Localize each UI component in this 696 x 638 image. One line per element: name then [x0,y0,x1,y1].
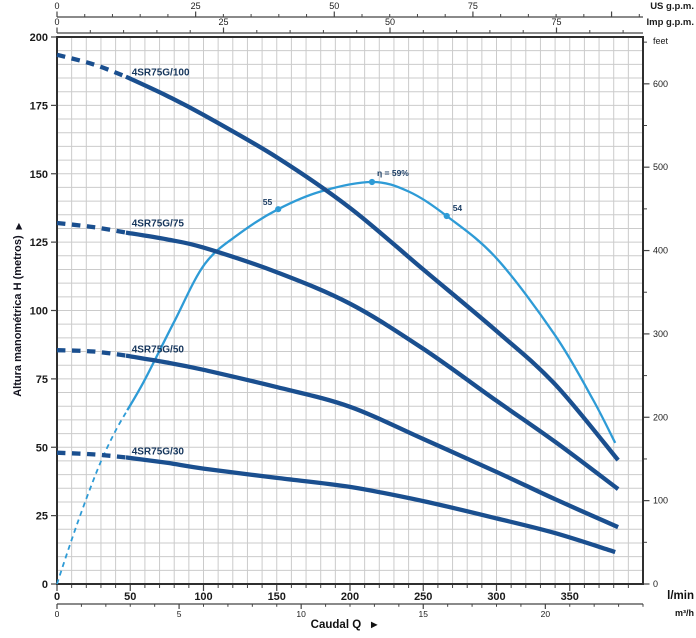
axis-us-gpm-unit-label: US g.p.m. [650,1,694,12]
meters-tick-label: 25 [36,511,48,523]
axis-us-gpm-tick-label: 50 [329,1,339,11]
feet-tick-label: 500 [653,162,668,172]
lmin-tick-label: 100 [194,591,212,603]
y-axis-arrow-icon: ▶ [14,222,23,230]
axis-feet: 0 100 200 300 400 500 600 feet [644,36,669,589]
meters-tick-label: 75 [36,374,48,386]
axis-imp-gpm-tick-label: 50 [385,17,395,27]
meters-tick-label: 200 [30,32,48,44]
efficiency-marker-label: 54 [453,203,463,213]
lmin-tick-label: 250 [414,591,432,603]
m3h-tick-label: 20 [541,609,551,619]
axis-us-gpm: 0 25 50 75 US g.p.m. [54,1,694,18]
m3h-tick-label: 15 [419,609,429,619]
curve-name-label: 4SR75G/100 [132,67,190,78]
axis-imp-gpm-tick-label: 0 [54,17,59,27]
axis-us-gpm-tick-label: 0 [54,1,59,11]
axis-imp-gpm-unit-label: Imp g.p.m. [647,17,695,28]
meters-tick-label: 175 [30,100,48,112]
efficiency-marker [443,212,450,220]
efficiency-marker-label: η = 59% [377,168,409,178]
efficiency-curve-dashed [56,409,129,585]
curve-name-label: 4SR75G/50 [132,345,185,356]
lmin-tick-label: 350 [561,591,579,603]
meters-tick-label: 100 [30,306,48,318]
meters-tick-label: 0 [42,579,48,591]
m3h-tick-label: 5 [177,609,182,619]
head-curve-dashed-4SR75G/50 [56,348,127,358]
head-curve-4SR75G/50 [125,353,619,530]
x-axis-title: Caudal Q ▶ [311,619,378,631]
axis-imp-gpm: 0 25 50 75 Imp g.p.m. [54,17,695,34]
lmin-tick-label: 150 [268,591,286,603]
curve-name-label: 4SR75G/30 [132,447,185,458]
feet-tick-label: 400 [653,246,668,256]
head-curve-dashed-4SR75G/30 [56,450,127,460]
axis-us-gpm-tick-label: 75 [468,1,478,11]
feet-unit-label: feet [653,36,669,46]
efficiency-marker-label: 55 [263,197,273,207]
m3h-tick-label: 10 [296,609,306,619]
axis-imp-gpm-tick-label: 25 [218,17,228,27]
head-curve-4SR75G/75 [125,230,620,491]
efficiency-marker [275,206,282,213]
lmin-unit-label: l/min [667,590,694,602]
m3h-tick-label: 0 [55,609,60,619]
feet-tick-label: 200 [653,412,668,422]
feet-tick-label: 300 [653,329,668,339]
curve-name-label: 4SR75G/75 [132,218,185,229]
head-curve-dashed-4SR75G/75 [56,220,127,235]
feet-tick-label: 100 [653,496,668,506]
y-axis-title: Altura manométrica H (metros)▶ [12,222,24,396]
lmin-tick-label: 300 [487,591,505,603]
feet-tick-label: 600 [653,79,668,89]
meters-tick-label: 125 [30,237,48,249]
efficiency-curve [126,180,617,444]
lmin-tick-label: 200 [341,591,359,603]
lmin-tick-label: 50 [124,591,136,603]
axis-m3h: 0 5 10 15 20 m³/h [55,603,694,619]
efficiency-marker [368,178,376,186]
lmin-tick-label: 0 [54,591,60,603]
gridlines [57,37,643,584]
head-curve-4SR75G/30 [125,455,616,555]
m3h-unit-label: m³/h [675,608,694,618]
axis-meters: 0 25 50 75 100 125 150 175 200 Altura manométrica… [12,32,57,591]
axis-lmin: 0 50 100 150 200 250 300 350 l/min [54,585,694,603]
axis-imp-gpm-tick-label: 75 [551,17,561,27]
axis-us-gpm-tick-label: 25 [191,1,201,11]
meters-tick-label: 50 [36,442,48,454]
head-curve-4SR75G/100 [125,74,620,462]
head-curve-dashed-4SR75G/100 [56,52,127,79]
meters-tick-label: 150 [30,169,48,181]
x-axis-arrow-icon: ▶ [370,620,378,629]
feet-tick-label: 0 [653,579,658,589]
